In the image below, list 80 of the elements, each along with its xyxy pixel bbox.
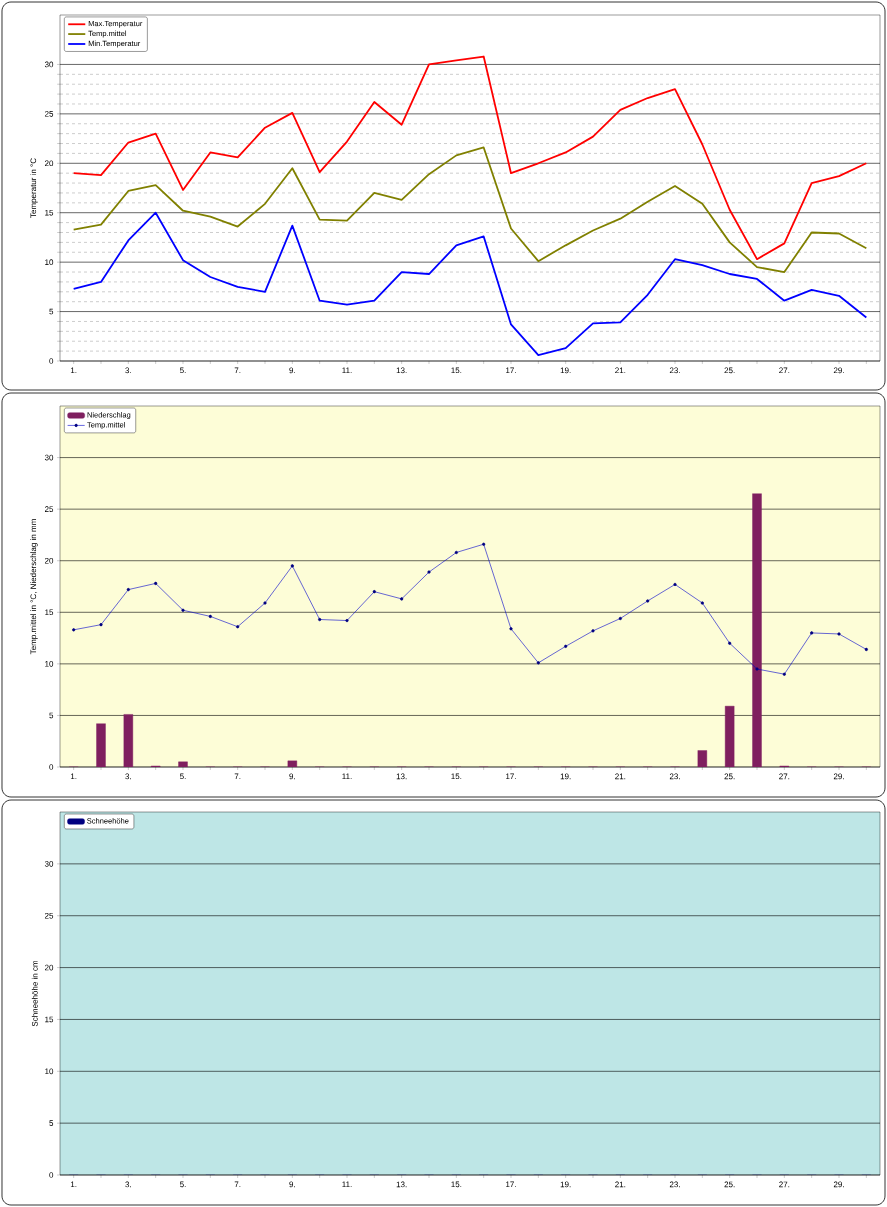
y-tick-label: 10 bbox=[45, 661, 54, 667]
x-tick-label: 17. bbox=[506, 773, 516, 780]
y-axis-title: Temp.mittel in °C, Niederschlag in mm bbox=[30, 519, 38, 655]
y-tick-label: 10 bbox=[45, 259, 54, 265]
y-tick-label: 0 bbox=[49, 764, 54, 770]
y-tick-label: 20 bbox=[44, 557, 54, 564]
x-tick-label: 25. bbox=[724, 773, 735, 780]
x-tick-label: 23. bbox=[669, 1181, 680, 1188]
x-tick-label: 19. bbox=[560, 367, 571, 374]
y-tick-label: 25 bbox=[44, 506, 54, 512]
x-tick-label: 23. bbox=[669, 367, 680, 374]
x-tick-label: 3. bbox=[125, 773, 131, 780]
x-tick-label: 25. bbox=[724, 367, 735, 374]
y-tick-label: 25 bbox=[44, 912, 54, 919]
bar bbox=[123, 714, 134, 768]
x-tick-label: 13. bbox=[396, 773, 407, 780]
x-tick-label: 15. bbox=[451, 1181, 462, 1188]
y-tick-label: 0 bbox=[49, 358, 54, 364]
y-tick-label: 30 bbox=[44, 454, 54, 461]
x-tick-label: 5. bbox=[179, 1181, 186, 1188]
bar bbox=[96, 723, 106, 768]
line-series bbox=[72, 211, 868, 356]
x-tick-label: 7. bbox=[234, 367, 241, 374]
x-tick-label: 1. bbox=[70, 1181, 77, 1188]
x-tick-label: 21. bbox=[615, 367, 626, 374]
y-tick-label: 25 bbox=[44, 111, 54, 117]
x-tick-label: 27. bbox=[779, 773, 790, 780]
x-tick-label: 21. bbox=[615, 1181, 626, 1188]
y-axis-title: Temperatur in °C bbox=[30, 158, 38, 218]
bar bbox=[697, 750, 708, 768]
x-tick-label: 27. bbox=[779, 367, 790, 374]
x-tick-label: 7. bbox=[234, 1181, 241, 1188]
x-tick-label: 5. bbox=[179, 367, 186, 374]
x-tick-label: 25. bbox=[724, 1181, 735, 1188]
x-tick-label: 15. bbox=[451, 367, 462, 374]
y-tick-label: 10 bbox=[45, 1068, 54, 1075]
x-tick-label: 19. bbox=[560, 773, 571, 780]
y-tick-label: 15 bbox=[45, 1016, 54, 1023]
x-tick-label: 9. bbox=[289, 773, 295, 780]
x-tick-label: 9. bbox=[289, 1181, 295, 1188]
x-tick-label: 1. bbox=[70, 773, 77, 780]
x-tick-label: 7. bbox=[234, 773, 241, 780]
x-tick-label: 5. bbox=[179, 773, 186, 780]
x-tick-label: 1. bbox=[70, 367, 77, 374]
y-tick-label: 0 bbox=[49, 1172, 54, 1178]
line-series bbox=[72, 55, 868, 261]
x-tick-label: 13. bbox=[396, 1181, 407, 1188]
x-tick-label: 29. bbox=[833, 367, 844, 374]
x-tick-label: 11. bbox=[342, 367, 352, 374]
x-tick-label: 17. bbox=[506, 367, 516, 374]
y-tick-label: 30 bbox=[44, 861, 54, 867]
y-tick-label: 15 bbox=[45, 209, 54, 216]
y-tick-label: 5 bbox=[49, 308, 54, 315]
bar bbox=[724, 705, 735, 768]
line-series bbox=[72, 542, 868, 676]
y-tick-label: 20 bbox=[44, 964, 54, 971]
x-tick-label: 19. bbox=[560, 1181, 571, 1188]
y-tick-label: 5 bbox=[49, 1120, 54, 1126]
x-tick-label: 15. bbox=[451, 773, 462, 780]
y-tick-label: 30 bbox=[44, 61, 54, 68]
x-tick-label: 9. bbox=[289, 367, 295, 374]
y-axis-title: Schneehöhe in cm bbox=[31, 960, 38, 1027]
line-series bbox=[72, 146, 868, 273]
x-tick-label: 17. bbox=[506, 1181, 516, 1188]
x-tick-label: 29. bbox=[833, 773, 844, 780]
x-tick-label: 3. bbox=[125, 367, 131, 374]
x-tick-label: 3. bbox=[125, 1181, 131, 1188]
x-tick-label: 21. bbox=[615, 773, 626, 780]
bar bbox=[752, 493, 762, 768]
x-tick-label: 29. bbox=[833, 1181, 844, 1188]
x-tick-label: 27. bbox=[779, 1181, 790, 1188]
y-tick-label: 15 bbox=[45, 609, 54, 616]
x-tick-label: 13. bbox=[396, 367, 407, 374]
x-tick-label: 11. bbox=[342, 1181, 352, 1188]
x-tick-label: 23. bbox=[669, 773, 680, 780]
y-tick-label: 5 bbox=[49, 712, 54, 719]
x-tick-label: 11. bbox=[342, 773, 352, 780]
bar bbox=[178, 761, 188, 768]
bar bbox=[287, 760, 298, 768]
y-tick-label: 20 bbox=[44, 160, 54, 167]
